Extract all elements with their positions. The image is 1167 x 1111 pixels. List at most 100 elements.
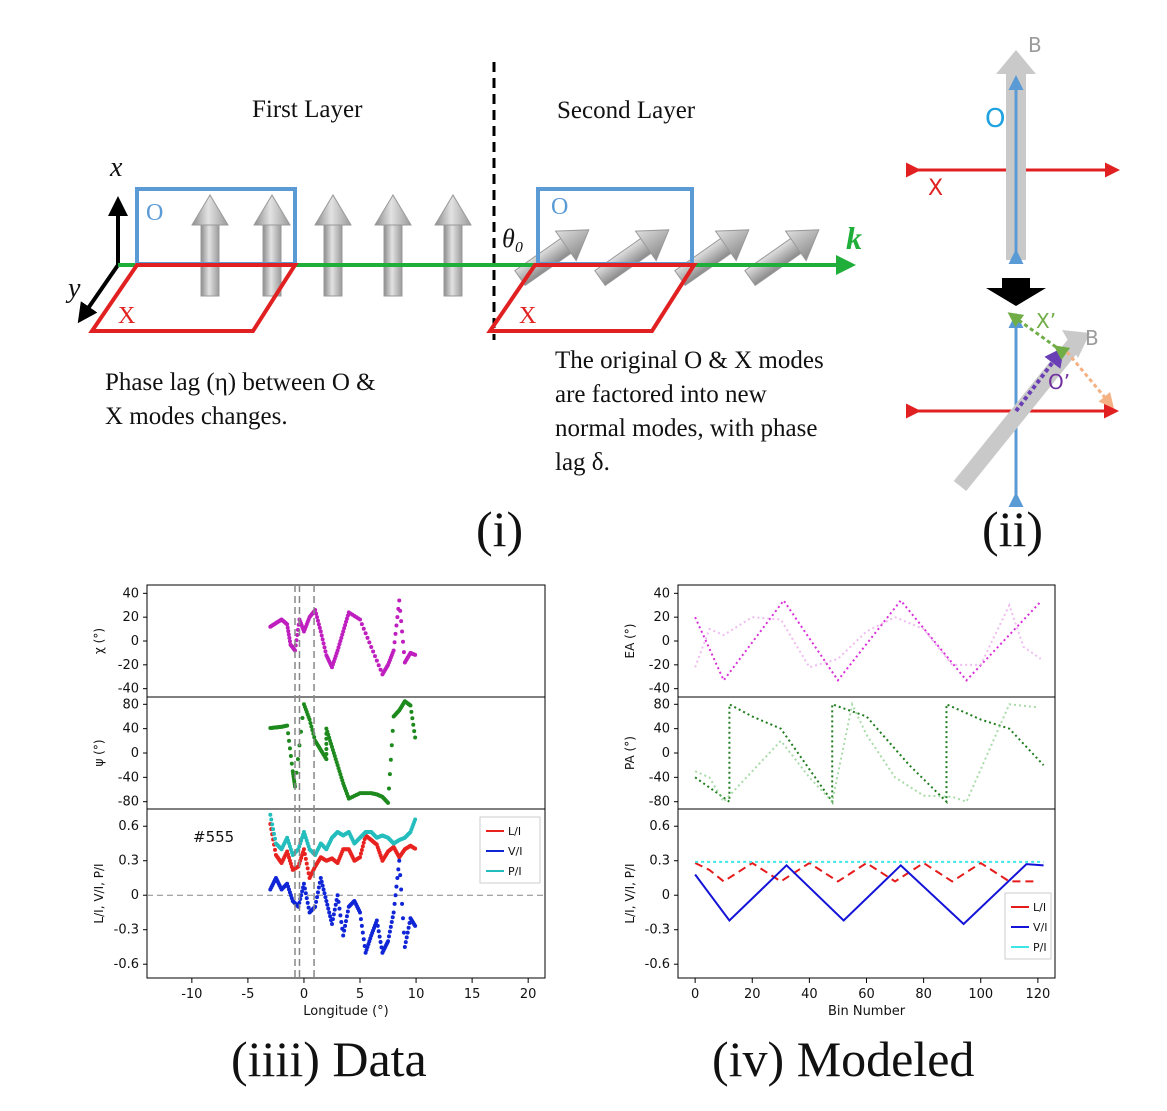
data-point [378, 939, 383, 944]
data-point [338, 639, 343, 643]
x-tick-label: -5 [241, 987, 254, 1002]
data-point [411, 722, 416, 727]
data-point [358, 855, 363, 860]
data-point [315, 615, 320, 620]
data-point [413, 923, 418, 928]
data-point [292, 648, 297, 653]
y-axis-arrow [77, 263, 120, 324]
data-point [358, 617, 363, 622]
y-tick-label: -40 [649, 682, 670, 697]
data-point [287, 855, 292, 860]
data-point [326, 906, 331, 911]
data-point [337, 906, 342, 911]
b-field-arrows-second-layer [514, 229, 820, 287]
data-point [400, 901, 405, 906]
panel-label-ii: (ii) [982, 501, 1044, 557]
data-point [396, 867, 401, 872]
x-tick-label: 0 [300, 987, 308, 1002]
data-point [287, 635, 292, 640]
data-point [363, 631, 368, 636]
data-point [285, 625, 290, 630]
data-point [300, 889, 305, 894]
data-point [327, 910, 332, 915]
caption-second-line-2: are factored into new [555, 381, 767, 408]
data-point [401, 650, 406, 655]
data-point [314, 899, 319, 904]
data-point [316, 622, 321, 627]
data-point [408, 703, 413, 708]
x-mode-label-first: X [118, 303, 136, 329]
data-point [286, 852, 291, 857]
data-point [395, 875, 400, 880]
data-point [341, 629, 346, 634]
data-point [303, 891, 308, 896]
data-point [359, 923, 364, 928]
data-point [314, 611, 319, 616]
data-point [287, 738, 292, 743]
data-point [315, 618, 320, 623]
x-tick-label: 100 [968, 987, 993, 1002]
x-tick-label: 20 [520, 987, 537, 1002]
data-point [378, 667, 383, 672]
x-tick-label: 80 [915, 987, 932, 1002]
data-point [390, 728, 395, 733]
o-prime-label: O’ [1048, 370, 1071, 394]
data-point [399, 887, 404, 892]
data-point [360, 844, 365, 849]
y-tick-label: -20 [118, 658, 139, 673]
data-point [386, 934, 391, 939]
y-tick-label: 0 [131, 888, 139, 903]
y-tick-label: 0 [662, 888, 670, 903]
y-axis-label: χ (°) [92, 628, 106, 654]
data-point [269, 817, 274, 822]
y-tick-label: -0.3 [114, 923, 139, 938]
x-mode-plane-first [88, 263, 299, 333]
series-line [694, 863, 1044, 926]
data-point [324, 898, 329, 903]
data-point [295, 757, 300, 762]
data-point [398, 608, 403, 613]
x-tick-label: 5 [356, 987, 364, 1002]
data-point [339, 920, 344, 925]
data-point [309, 724, 314, 729]
data-point [324, 746, 329, 751]
data-point [325, 902, 330, 907]
y-tick-label: 0.3 [649, 854, 670, 869]
data-point [325, 729, 330, 734]
data-point [288, 754, 293, 759]
data-point [321, 641, 326, 646]
data-point [359, 622, 364, 627]
data-point [295, 633, 300, 638]
data-point [332, 754, 337, 759]
data-point [308, 721, 313, 726]
y-tick-label: 40 [653, 722, 670, 737]
data-point [344, 619, 348, 624]
data-point [285, 622, 290, 627]
series-line [694, 702, 1045, 805]
y-tick-label: -40 [649, 770, 670, 785]
data-point [320, 883, 325, 888]
data-point [394, 884, 399, 889]
data-point [315, 895, 320, 900]
data-point [406, 925, 411, 930]
data-point [297, 900, 302, 905]
data-point [305, 900, 310, 905]
second-layer-heading: Second Layer [557, 97, 696, 124]
data-point [335, 648, 340, 653]
data-point [330, 917, 335, 922]
data-point [376, 663, 381, 668]
data-point [374, 658, 379, 663]
data-point [413, 817, 418, 822]
data-point [331, 912, 336, 917]
y-tick-label: 80 [653, 697, 670, 712]
theta-label: θ₀ [502, 224, 524, 253]
data-point [395, 615, 400, 620]
legend-label: V/I [1033, 921, 1047, 934]
data-point [324, 726, 329, 731]
data-point [318, 629, 323, 634]
data-point [317, 625, 322, 630]
series-line [694, 701, 1038, 804]
y-tick-label: -20 [649, 658, 670, 673]
data-point [303, 856, 308, 861]
caption-second-line-1: The original O & X modes [555, 347, 824, 374]
